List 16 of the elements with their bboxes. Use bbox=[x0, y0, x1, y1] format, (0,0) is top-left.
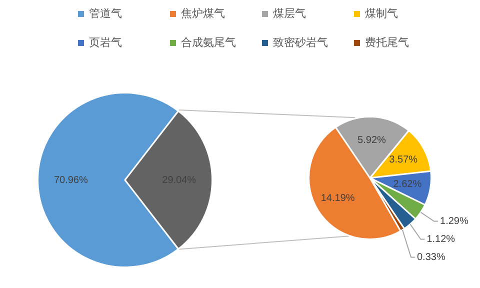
legend-label: 煤层气 bbox=[273, 7, 306, 21]
data-label: 1.29% bbox=[440, 216, 468, 227]
legend-label: 致密砂岩气 bbox=[273, 36, 328, 50]
data-label: 14.19% bbox=[320, 192, 355, 204]
data-label: 5.92% bbox=[358, 134, 386, 146]
legend-label: 管道气 bbox=[89, 7, 122, 21]
data-label: 0.33% bbox=[416, 252, 446, 263]
legend-label: 煤制气 bbox=[365, 7, 398, 21]
data-label: 3.57% bbox=[389, 154, 418, 166]
legend-label: 费托尾气 bbox=[365, 36, 409, 50]
data-label: 70.96% bbox=[54, 174, 88, 186]
data-label: 1.12% bbox=[426, 234, 456, 245]
legend-label: 页岩气 bbox=[89, 36, 122, 50]
legend-label: 合成氨尾气 bbox=[181, 36, 236, 50]
data-label: 2.62% bbox=[393, 179, 422, 190]
legend-label: 焦炉煤气 bbox=[181, 6, 225, 21]
